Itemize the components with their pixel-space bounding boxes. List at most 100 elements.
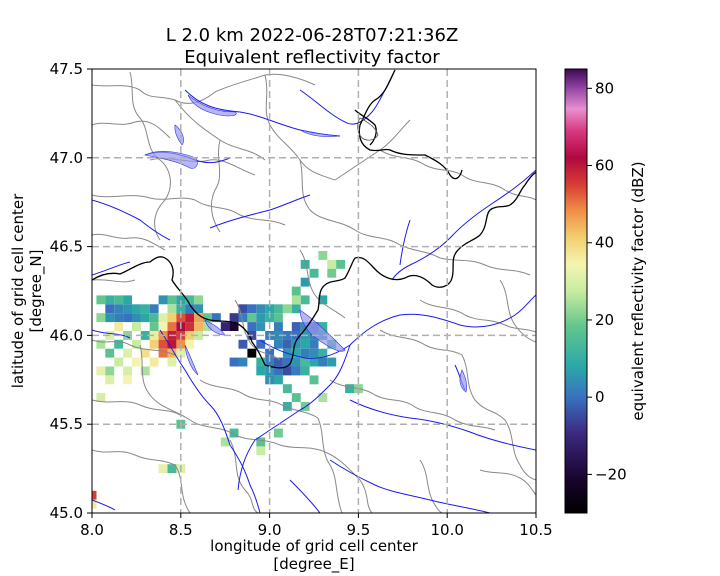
x-tick-label: 10.5 [519,521,552,539]
reflectivity-cell [265,304,275,314]
reflectivity-cell [114,357,124,367]
reflectivity-cell [105,304,115,314]
reflectivity-cell [140,348,150,358]
reflectivity-cell [114,295,124,305]
chart-title-line1: L 2.0 km 2022-06-28T07:21:36Z [166,25,459,46]
reflectivity-cell [149,313,159,323]
y-axis: 45.0 45.5 46.0 46.5 47.0 47.5 [50,60,92,522]
reflectivity-cell [229,357,239,367]
reflectivity-cell [132,313,141,323]
x-tick-label: 8.5 [169,521,193,539]
x-axis-label-line1: longitude of grid cell center [210,537,418,555]
reflectivity-cell [300,366,310,376]
y-tick-label: 47.0 [50,149,83,167]
reflectivity-cell [282,331,292,340]
reflectivity-cell [291,339,301,349]
reflectivity-cell [105,313,115,323]
reflectivity-cell [300,295,310,305]
reflectivity-cell [123,375,132,385]
colorbar-tick-label: −20 [595,465,627,483]
reflectivity-cell [149,304,159,314]
reflectivity-cell [300,348,310,358]
reflectivity-cell [185,331,195,340]
reflectivity-cell [140,366,150,376]
reflectivity-cell [247,313,257,323]
reflectivity-cell [282,366,292,376]
reflectivity-cell [132,339,141,349]
reflectivity-cell [105,366,115,376]
reflectivity-cell [256,357,266,367]
reflectivity-cell [309,375,319,385]
reflectivity-cell [149,322,159,331]
reflectivity-cell [149,339,159,349]
reflectivity-cell [309,348,319,358]
reflectivity-cell [247,304,257,314]
reflectivity-cell [238,357,248,367]
reflectivity-cell [274,322,283,331]
reflectivity-cell [247,348,257,358]
x-tick-label: 8.0 [80,521,104,539]
reflectivity-cell [327,268,337,278]
reflectivity-cell [167,304,177,314]
reflectivity-cell [158,464,168,474]
map-plot-area [91,68,537,514]
x-tick-label: 10.0 [430,521,463,539]
reflectivity-cell [291,286,301,296]
reflectivity-cell [123,366,132,376]
reflectivity-cell [291,348,301,358]
reflectivity-cell [256,339,266,349]
reflectivity-cell [123,313,132,323]
reflectivity-cell [203,322,212,331]
y-tick-label: 46.5 [50,238,83,256]
reflectivity-cell [274,304,283,314]
reflectivity-cell [167,339,177,349]
reflectivity-cell [140,331,150,340]
national-borders [92,69,536,369]
lake-outline [357,117,379,141]
reflectivity-cell [229,313,239,323]
reflectivity-cell [327,259,337,269]
reflectivity-cell [291,322,301,331]
reflectivity-cell [167,348,177,358]
colorbar-gradient [564,68,588,514]
reflectivity-cell [238,313,248,323]
reflectivity-cell [256,322,266,331]
reflectivity-cell [300,259,310,269]
reflectivity-cell [185,304,195,314]
reflectivity-cell [336,259,346,269]
reflectivity-cell [194,313,203,323]
reflectivity-cell [256,313,266,323]
reflectivity-cell [140,304,150,314]
reflectivity-cell [114,313,124,323]
y-tick-label: 45.0 [50,504,83,522]
colorbar: −20 0 20 40 60 80 equivalent reflectivity fac… [564,68,647,514]
y-axis-label-line1: latitude of grid cell center [9,193,27,388]
reflectivity-cell [105,348,115,358]
colorbar-tick-label: 80 [595,79,614,97]
reflectivity-cell [265,357,275,367]
reflectivity-cell [185,313,195,323]
reflectivity-cell [96,339,106,349]
reflectivity-cell [194,304,203,314]
reflectivity-cell [149,357,159,367]
reflectivity-cell [211,313,221,323]
reflectivity-cell [229,322,239,331]
reflectivity-cell [158,295,168,305]
reflectivity-cell [291,366,301,376]
reflectivity-cell [92,490,97,500]
x-tick-label: 9.0 [258,521,282,539]
reflectivity-cell [309,268,319,278]
reflectivity-cell [274,357,283,367]
reflectivity-cell [274,313,283,323]
reflectivity-cell [345,384,354,394]
reflectivity-cell [194,322,203,331]
reflectivity-cell [158,322,168,331]
colorbar-tick-label: 20 [595,311,614,329]
colorbar-tick-label: 40 [595,234,614,252]
reflectivity-cell [318,295,328,305]
plot-frame [91,68,537,514]
reflectivity-cell [309,339,319,349]
reflectivity-cell [300,357,310,367]
reflectivity-cell [194,331,203,340]
